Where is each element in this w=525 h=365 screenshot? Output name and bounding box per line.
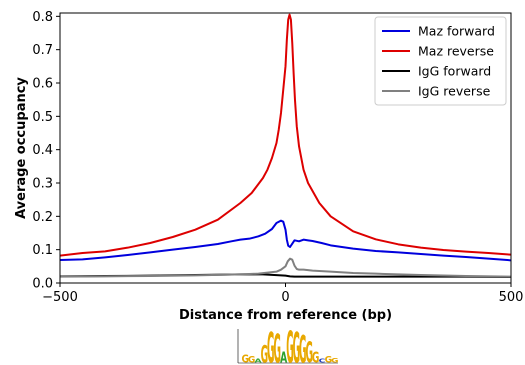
motif-logo-letter: G bbox=[248, 356, 255, 365]
legend-label-igg-reverse: IgG reverse bbox=[418, 84, 491, 99]
y-tick-label: 0.0 bbox=[32, 277, 53, 292]
y-axis-ticks: 0.0 0.1 0.2 0.3 0.4 0.5 0.6 0.7 0.8 bbox=[32, 10, 60, 292]
series-line-igg-reverse bbox=[60, 257, 511, 278]
motif-logo-letter: G bbox=[267, 325, 274, 365]
motif-logo-letter: G bbox=[293, 325, 300, 365]
motif-logo-letter: G bbox=[312, 348, 319, 365]
motif-logo-letter: G bbox=[331, 357, 338, 364]
y-tick-label: 0.1 bbox=[32, 243, 53, 258]
motif-logo-letter: A bbox=[254, 358, 261, 364]
series-line-maz-reverse bbox=[60, 13, 511, 257]
x-tick-label: 500 bbox=[499, 290, 524, 305]
y-tick-label: 0.3 bbox=[32, 177, 53, 192]
motif-logo-letter: G bbox=[286, 324, 294, 365]
motif-logo-letter: G bbox=[325, 356, 332, 365]
x-axis-ticks: −500 0 500 bbox=[42, 283, 523, 305]
x-tick-label: 0 bbox=[281, 290, 289, 305]
legend-label-maz-forward: Maz forward bbox=[418, 24, 495, 39]
y-axis-label: Average occupancy bbox=[14, 77, 29, 219]
x-tick-label: −500 bbox=[42, 290, 78, 305]
legend: Maz forward Maz reverse IgG forward IgG rev… bbox=[374, 16, 507, 106]
x-axis-label: Distance from reference (bp) bbox=[179, 308, 392, 323]
motif-logo-letter: A bbox=[280, 348, 287, 365]
legend-label-maz-reverse: Maz reverse bbox=[418, 44, 494, 59]
series-line-maz-forward bbox=[60, 219, 511, 262]
motif-logo-letter: G bbox=[273, 325, 281, 365]
y-tick-label: 0.8 bbox=[32, 10, 53, 25]
series-layer bbox=[60, 13, 511, 278]
motif-logo-letter: G bbox=[299, 330, 307, 365]
y-tick-label: 0.7 bbox=[32, 43, 53, 58]
y-tick-label: 0.6 bbox=[32, 77, 53, 92]
motif-logo-letter: C bbox=[319, 358, 326, 364]
legend-label-igg-forward: IgG forward bbox=[418, 64, 491, 79]
motif-logo-letter: G bbox=[261, 341, 269, 365]
y-tick-label: 0.4 bbox=[32, 143, 53, 158]
legend-box bbox=[374, 16, 507, 106]
motif-logo-letter: G bbox=[305, 336, 312, 365]
motif-logo-letter: G bbox=[241, 354, 249, 365]
y-tick-label: 0.2 bbox=[32, 210, 53, 225]
y-tick-label: 0.5 bbox=[32, 110, 53, 125]
